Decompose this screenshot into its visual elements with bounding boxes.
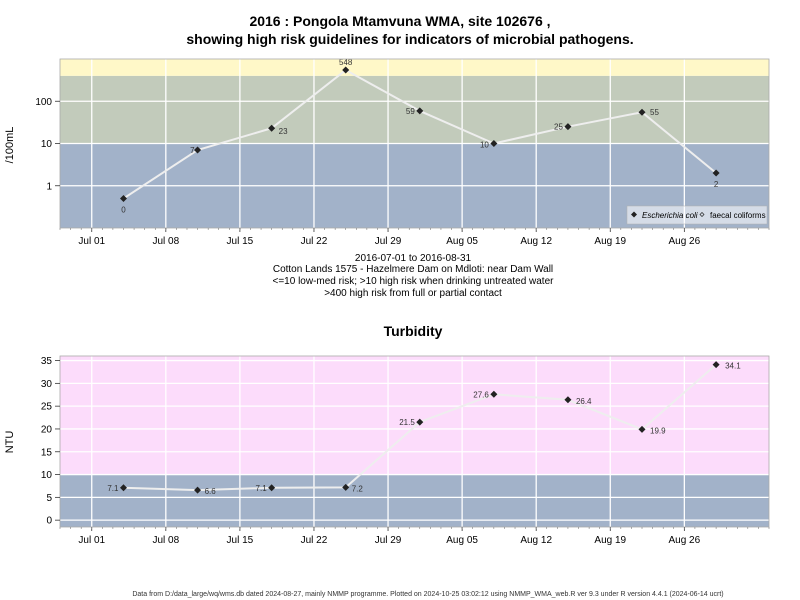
- data-label: 7.2: [352, 484, 364, 493]
- data-point: [712, 361, 720, 369]
- plot-frame: [59, 355, 770, 528]
- risk-band: [60, 356, 769, 475]
- chart1-date-range: 2016-07-01 to 2016-08-31: [355, 253, 472, 264]
- data-point: [268, 484, 276, 492]
- legend-marker-ecoli: [631, 211, 637, 218]
- data-label: 21.5: [399, 418, 415, 427]
- data-point: [490, 140, 498, 147]
- x-tick-label: Jul 15: [227, 535, 254, 546]
- data-point: [638, 425, 646, 433]
- data-label: 26.4: [576, 397, 592, 406]
- y-tick-label: 20: [41, 424, 53, 435]
- data-point: [119, 484, 127, 492]
- data-label: 7: [190, 146, 195, 155]
- chart1-legend: Escherichia coli faecal coliforms: [626, 205, 768, 225]
- chart1-guideline-low: <=10 low-med risk; >10 high risk when dr…: [273, 276, 555, 287]
- x-tick-label: Jul 08: [152, 535, 179, 546]
- data-label: 27.6: [473, 390, 489, 399]
- data-point: [119, 194, 127, 202]
- y-tick-label: 15: [41, 447, 53, 458]
- data-label: 10: [480, 141, 489, 150]
- data-point: [416, 107, 424, 115]
- data-point: [490, 390, 498, 398]
- x-tick-label: Aug 12: [520, 535, 552, 546]
- x-tick-label: Aug 19: [594, 535, 626, 546]
- x-tick-label: Jul 08: [152, 236, 179, 247]
- y-tick-label: 25: [41, 402, 53, 413]
- risk-band: [60, 474, 769, 527]
- y-tick-label: 10: [41, 139, 53, 150]
- x-tick-label: Jul 01: [78, 535, 105, 546]
- data-point: [194, 146, 202, 154]
- legend-label-faecal: faecal coliforms: [710, 211, 766, 220]
- chart1-site-description: Cotton Lands 1575 - Hazelmere Dam on Mdl…: [273, 264, 553, 275]
- data-label: 59: [406, 107, 415, 116]
- data-label: 55: [650, 108, 659, 117]
- chart1-title: 2016 : Pongola Mtamvuna WMA, site 102676…: [249, 13, 550, 29]
- chart1-guideline-high: >400 high risk from full or partial cont…: [324, 288, 502, 299]
- chart1-series-ecoli: 0 7 23 548 59 10 25 55 2: [119, 58, 720, 214]
- data-label: 2: [714, 180, 719, 189]
- data-label: 25: [554, 123, 563, 132]
- chart2-title: Turbidity: [384, 323, 443, 339]
- y-tick-label: 10: [41, 470, 53, 481]
- data-label: 7.1: [107, 484, 119, 493]
- data-point: [342, 66, 350, 74]
- data-point: [564, 396, 572, 404]
- data-label: 6.6: [205, 487, 217, 496]
- data-label: 7.1: [256, 484, 268, 493]
- legend-marker-faecal: [699, 212, 705, 217]
- risk-band: [60, 59, 769, 76]
- x-tick-label: Aug 12: [520, 236, 552, 247]
- data-label: 23: [279, 127, 288, 136]
- y-tick-label: 100: [35, 97, 52, 108]
- risk-band: [60, 75, 769, 144]
- chart2-ylabel: NTU: [4, 431, 16, 454]
- data-point: [194, 486, 202, 494]
- chart2-gridlines: [60, 356, 769, 527]
- chart1-title-line2: showing high risk guidelines for indicat…: [186, 31, 633, 47]
- data-point: [712, 169, 720, 177]
- data-point: [268, 124, 276, 132]
- footer-note: Data from D:/data_large/wq/wms.db dated …: [132, 591, 723, 598]
- chart1-ylabel: /100mL: [4, 127, 16, 164]
- chart2-axes: 0 5 10 15 20 25 30 35 Jul 01 Jul 08 Jul 15 Jul 22 Ju…: [41, 355, 770, 546]
- chart1-gridlines: [60, 59, 769, 228]
- y-tick-label: 0: [46, 516, 52, 527]
- x-tick-label: Aug 26: [668, 535, 700, 546]
- x-tick-label: Jul 29: [375, 535, 402, 546]
- chart2-series-turbidity: 7.1 6.6 7.1 7.2 21.5 27.6 26.4 19.9 34.1: [107, 361, 741, 496]
- data-label: 34.1: [725, 362, 741, 371]
- x-tick-label: Jul 29: [375, 236, 402, 247]
- y-tick-label: 30: [41, 379, 53, 390]
- x-tick-label: Jul 22: [301, 236, 328, 247]
- data-label: 19.9: [650, 426, 666, 435]
- y-tick-label: 35: [41, 356, 53, 367]
- y-tick-label: 1: [46, 181, 52, 192]
- x-tick-label: Aug 05: [446, 535, 478, 546]
- x-tick-label: Aug 19: [594, 236, 626, 247]
- x-tick-label: Jul 15: [227, 236, 254, 247]
- data-label: 548: [339, 58, 353, 67]
- data-point: [342, 483, 350, 491]
- x-tick-label: Jul 01: [78, 236, 105, 247]
- legend-label-ecoli: Escherichia coli: [642, 211, 698, 220]
- x-tick-label: Jul 22: [301, 535, 328, 546]
- x-tick-label: Aug 05: [446, 236, 478, 247]
- data-point: [564, 123, 572, 131]
- x-tick-label: Aug 26: [668, 236, 700, 247]
- data-point: [416, 418, 424, 426]
- y-tick-label: 5: [46, 493, 52, 504]
- data-point: [638, 108, 646, 116]
- data-label: 0: [121, 205, 126, 214]
- chart2-risk-bands: [60, 356, 769, 527]
